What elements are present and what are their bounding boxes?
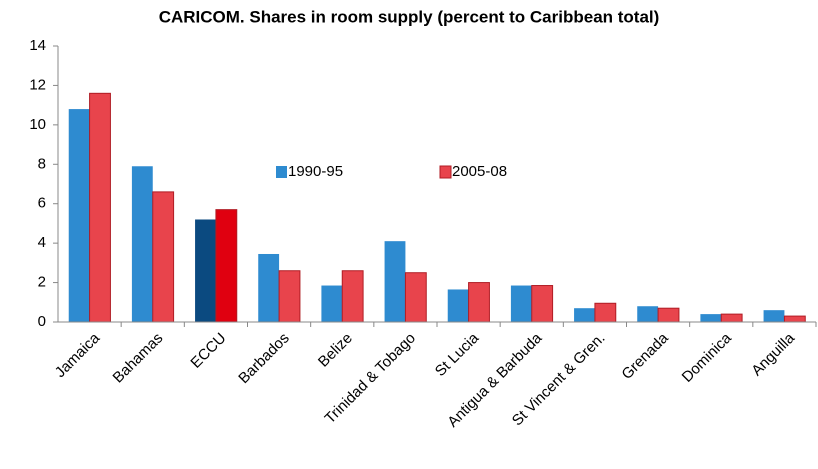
- x-tick-label: Jamaica: [52, 329, 104, 381]
- chart-title: CARICOM. Shares in room supply (percent …: [159, 7, 660, 26]
- bar: [531, 285, 554, 323]
- bar: [195, 219, 216, 322]
- y-tick-label: 12: [29, 76, 46, 93]
- bar: [89, 92, 111, 323]
- legend-label: 2005-08: [452, 163, 507, 180]
- bar: [468, 282, 490, 323]
- bar: [404, 272, 427, 323]
- bar: [657, 307, 680, 323]
- bar: [447, 289, 469, 322]
- x-tick-label: ECCU: [187, 330, 229, 372]
- bar: [763, 310, 785, 322]
- bar: [152, 191, 175, 323]
- bar: [258, 253, 280, 322]
- legend-label: 1990-95: [288, 163, 343, 180]
- bar: [131, 166, 153, 322]
- legend-swatch: [439, 165, 452, 179]
- x-tick-label: Grenada: [618, 329, 672, 383]
- bar: [321, 285, 343, 322]
- bar: [384, 241, 406, 322]
- y-tick-label: 8: [38, 155, 46, 172]
- y-tick-label: 14: [29, 37, 46, 54]
- x-tick-label: Barbados: [235, 330, 292, 387]
- bar: [637, 306, 659, 322]
- bar: [700, 314, 722, 322]
- bar: [720, 313, 743, 323]
- y-tick-label: 2: [38, 274, 46, 291]
- bar: [215, 209, 238, 323]
- bar: [594, 302, 617, 323]
- x-tick-label: St Lucia: [432, 329, 483, 380]
- bar: [783, 315, 806, 323]
- bar: [68, 109, 90, 322]
- x-tick-label: Dominica: [679, 329, 736, 386]
- y-tick-label: 10: [29, 116, 46, 133]
- x-tick-label: Belize: [315, 330, 356, 371]
- bar: [510, 285, 532, 322]
- x-tick-label: Bahamas: [110, 330, 167, 387]
- y-tick-label: 0: [38, 313, 46, 330]
- y-tick-label: 4: [38, 234, 46, 251]
- y-tick-label: 6: [38, 195, 46, 212]
- x-tick-label: Anguilla: [748, 329, 798, 379]
- bar: [341, 270, 364, 323]
- legend-swatch: [276, 166, 287, 178]
- bar: [278, 270, 301, 323]
- bar: [574, 308, 595, 322]
